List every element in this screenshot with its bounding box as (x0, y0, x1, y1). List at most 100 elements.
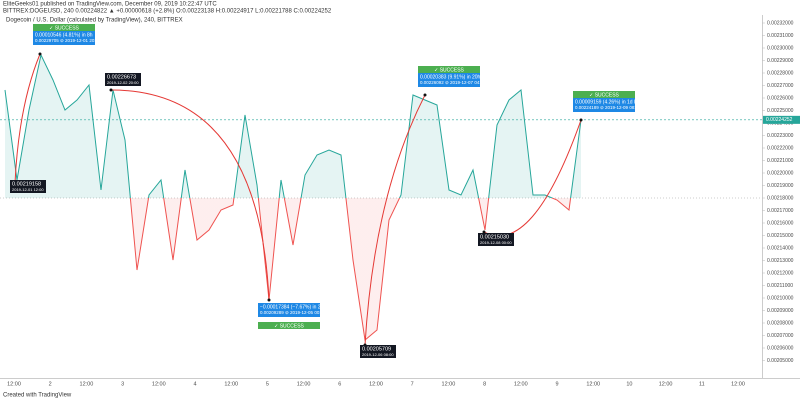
measure-curve (14, 53, 41, 184)
y-tick-label: 0.00219000 (767, 183, 794, 189)
result-box (573, 98, 635, 112)
start-time: 2019-12-01 12:00 (12, 187, 44, 192)
y-tick-label: 0.00231000 (767, 33, 794, 39)
measure-curve (364, 94, 426, 346)
y-tick-label: 0.00210000 (767, 295, 794, 301)
result-change: 0.00020383 (9.91%) in 20h (420, 74, 481, 80)
start-label-box (10, 180, 46, 193)
y-tick-label: 0.00221000 (767, 158, 794, 164)
y-tick-label: 0.00213000 (767, 258, 794, 264)
result-change: −0.00017384 (−7.67%) in 2d 4h (260, 304, 331, 310)
x-tick-label: 12:00 (224, 381, 238, 387)
x-tick-label: 11 (699, 381, 705, 387)
x-tick-label: 12:00 (7, 381, 21, 387)
y-tick-label: 0.00209000 (767, 308, 794, 314)
x-tick-label: 12:00 (514, 381, 528, 387)
x-tick-label: 12:00 (659, 381, 673, 387)
x-tick-label: 4 (193, 381, 196, 387)
result-box (418, 73, 480, 87)
price-line (4, 53, 582, 341)
start-label-box (360, 345, 396, 358)
y-tick-label: 0.00218000 (767, 195, 794, 201)
anchor-dot (579, 118, 583, 122)
y-tick-label: 0.00232000 (767, 20, 794, 26)
result-end: 0.00224189 ⊘ 2019-12-09 08:00 (575, 105, 641, 110)
y-tick-label: 0.00214000 (767, 245, 794, 251)
status-label: ✓ SUCCESS (589, 92, 619, 98)
status-label: ✓ SUCCESS (434, 67, 464, 73)
result-end: 0.00229705 ⊘ 2019-12-01 20:00 (35, 38, 101, 43)
result-end: 0.00226092 ⊘ 2019-12-07 04:00 (420, 80, 486, 85)
start-time: 2019-12-06 08:00 (362, 352, 394, 357)
y-tick-label: 0.00205000 (767, 358, 794, 364)
result-end: 0.00209289 ⊘ 2019-12-05 00:00 (260, 310, 326, 315)
publisher: EliteGeeks01 published on TradingView.co… (3, 2, 217, 8)
anchor-dot (267, 298, 271, 302)
y-tick-label: 0.00220000 (767, 170, 794, 176)
x-tick-label: 12:00 (369, 381, 383, 387)
x-tick-label: 2 (49, 381, 52, 387)
y-tick-label: 0.00226000 (767, 95, 794, 101)
y-tick-label: 0.00223000 (767, 133, 794, 139)
x-tick-label: 6 (338, 381, 341, 387)
y-tick-label: 0.00212000 (767, 270, 794, 276)
y-tick-label: 0.00228000 (767, 70, 794, 76)
result-change: 0.00010546 (4.81%) in 8h (35, 32, 93, 38)
start-price: 0.00226673 (107, 74, 136, 80)
status-tag (418, 66, 480, 73)
y-tick-label: 0.00215000 (767, 233, 794, 239)
y-tick-label: 0.00227000 (767, 83, 794, 89)
y-tick-label: 0.00230000 (767, 45, 794, 51)
x-tick-label: 5 (266, 381, 269, 387)
start-label-box (105, 73, 141, 86)
anchor-dot (109, 88, 113, 92)
result-change: 0.00009159 (4.26%) in 1d 8h (575, 99, 640, 105)
y-tick-label: 0.00206000 (767, 345, 794, 351)
anchor-dot (423, 93, 427, 97)
result-box (258, 303, 320, 317)
x-tick-label: 10 (626, 381, 632, 387)
x-axis-line (0, 378, 800, 379)
y-tick-label: 0.00211000 (767, 283, 793, 289)
start-price: 0.00205709 (362, 346, 391, 352)
start-price: 0.00219158 (12, 181, 41, 187)
area-fill (5, 55, 581, 340)
current-price-tag (763, 115, 800, 124)
start-time: 2019-12-08 00:00 (480, 240, 512, 245)
x-tick-label: 8 (483, 381, 486, 387)
result-box (33, 31, 95, 45)
x-tick-label: 12:00 (586, 381, 600, 387)
y-tick-label: 0.00225000 (767, 108, 794, 114)
measure-curve (110, 89, 270, 301)
x-tick-label: 12:00 (152, 381, 166, 387)
x-tick-label: 9 (555, 381, 558, 387)
status-tag (573, 91, 635, 98)
x-tick-label: 12:00 (80, 381, 94, 387)
y-axis-line (762, 15, 763, 378)
status-label: ✓ SUCCESS (274, 323, 304, 329)
y-tick-label: 0.00207000 (767, 333, 794, 339)
x-tick-label: 3 (121, 381, 124, 387)
start-label-box (478, 233, 514, 246)
start-time: 2019-12-02 20:00 (107, 80, 139, 85)
status-label: ✓ SUCCESS (49, 25, 79, 31)
chart-title: Dogecoin / U.S. Dollar (calculated by Tr… (6, 18, 183, 24)
y-tick-label: 0.00216000 (767, 220, 794, 226)
y-tick-label: 0.00208000 (767, 320, 794, 326)
start-price: 0.00215030 (480, 234, 509, 240)
x-tick-label: 12:00 (731, 381, 745, 387)
x-tick-label: 12:00 (442, 381, 456, 387)
x-tick-label: 7 (411, 381, 414, 387)
y-tick-label: 0.00222000 (767, 145, 794, 151)
current-price-label: 0.00224252 (766, 117, 793, 123)
status-tag (33, 24, 95, 31)
x-tick-label: 12:00 (297, 381, 311, 387)
y-tick-label: 0.00217000 (767, 208, 794, 214)
y-tick-label: 0.00229000 (767, 58, 794, 64)
footer-credit: Created with TradingView (3, 393, 72, 399)
anchor-dot (38, 52, 42, 56)
anchor-dot (482, 230, 486, 234)
symbol-line: BITTREX:DOGEUSD, 240 0.00224822 ▲ +0.000… (3, 9, 332, 15)
